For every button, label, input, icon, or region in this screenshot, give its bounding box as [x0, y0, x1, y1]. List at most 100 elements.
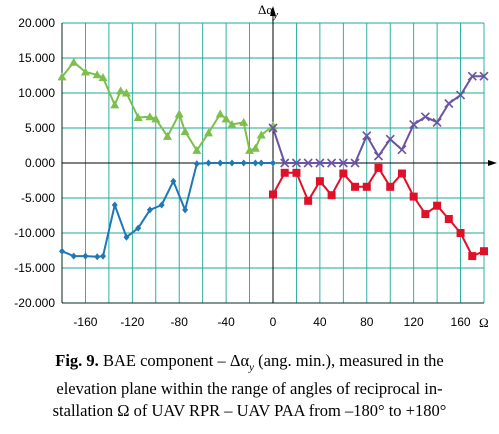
- x-marker: [385, 134, 395, 144]
- x-marker: [397, 145, 407, 155]
- square-marker: [456, 229, 465, 237]
- y-tick-label: -10.000: [14, 226, 55, 240]
- diamond-marker: [146, 206, 153, 214]
- diamond-marker: [182, 206, 189, 214]
- x-marker: [455, 90, 466, 100]
- x-tick-label: -120: [120, 315, 144, 329]
- x-marker: [327, 158, 337, 168]
- square-marker: [444, 215, 453, 223]
- figure-caption: Fig. 9. BAE component – Δαy (ang. min.),…: [0, 350, 499, 422]
- x-tick-label: 160: [451, 315, 471, 329]
- triangle-marker: [98, 73, 108, 82]
- diamond-marker: [258, 159, 265, 167]
- x-axis-arrow: [488, 160, 497, 166]
- x-marker: [432, 117, 442, 127]
- triangle-marker: [69, 57, 79, 66]
- diamond-marker: [59, 247, 65, 255]
- caption-line1-rest: (ang. min.), measured in the: [254, 351, 444, 370]
- triangle-marker: [145, 112, 155, 121]
- triangle-marker: [245, 145, 255, 154]
- x-marker: [280, 158, 290, 168]
- triangle-marker: [80, 67, 90, 76]
- square-marker: [315, 177, 324, 186]
- square-marker: [386, 182, 395, 191]
- diamond-marker: [217, 159, 224, 167]
- diamond-marker: [240, 159, 247, 167]
- y-tick-labels: 20.000 15.000 10.000 5.000 0.000 -5.000 -10.00…: [14, 16, 55, 310]
- triangle-marker: [239, 117, 249, 126]
- x-tick-labels: -160 -120 -80 -40 0 40 80 120 160: [73, 315, 470, 329]
- square-marker: [339, 169, 348, 178]
- caption-line1-text: BAE component – Δα: [98, 351, 250, 370]
- series-line-square: [272, 166, 485, 258]
- x-axis-label: Ω: [479, 315, 489, 330]
- diamond-marker: [135, 224, 142, 232]
- square-marker: [292, 168, 301, 177]
- diamond-marker: [70, 252, 77, 260]
- x-marker: [315, 158, 325, 168]
- triangle-marker: [116, 86, 126, 95]
- x-tick-label: -80: [171, 315, 189, 329]
- diamond-marker: [100, 252, 107, 260]
- square-marker: [351, 182, 360, 191]
- x-marker: [479, 71, 489, 81]
- triangle-marker: [133, 113, 143, 121]
- diamond-marker: [205, 159, 212, 167]
- triangle-marker: [174, 109, 184, 118]
- triangle-marker: [221, 114, 231, 123]
- triangle-marker: [163, 131, 172, 140]
- square-marker: [362, 182, 371, 191]
- y-tick-label: -15.000: [14, 261, 55, 275]
- caption-fig-label: Fig. 9.: [55, 351, 99, 370]
- bae-chart: 20.000 15.000 10.000 5.000 0.000 -5.000 -10.00…: [14, 2, 497, 330]
- x-marker: [268, 123, 278, 133]
- x-marker: [373, 151, 384, 161]
- diamond-marker: [82, 252, 89, 260]
- caption-line-2: elevation plane within the range of angl…: [56, 379, 443, 399]
- caption-subscript: y: [249, 361, 255, 374]
- x-tick-label: 120: [404, 315, 424, 329]
- y-tick-label: 0.000: [25, 156, 55, 170]
- triangle-marker: [268, 121, 278, 130]
- y-axis-arrow: [270, 6, 276, 16]
- triangle-marker: [110, 100, 120, 109]
- x-tick-label: -40: [217, 315, 235, 329]
- square-marker: [409, 192, 418, 201]
- diamond-marker: [270, 159, 276, 167]
- y-axis-label: Δαy: [258, 2, 278, 21]
- y-tick-label: -5.000: [21, 191, 55, 205]
- caption-line-1: Fig. 9. BAE component – Δαy (ang. min.),…: [0, 350, 499, 378]
- diamond-marker: [252, 159, 259, 167]
- square-marker: [433, 201, 442, 210]
- triangle-marker: [250, 143, 260, 152]
- x-marker: [338, 158, 348, 168]
- triangle-marker: [180, 127, 190, 135]
- diamond-marker: [170, 177, 177, 185]
- y-tick-label: 10.000: [18, 86, 55, 100]
- y-tick-label: -20.000: [14, 296, 55, 310]
- diamond-marker: [123, 233, 130, 241]
- triangle-marker: [227, 120, 237, 128]
- x-marker: [409, 119, 419, 130]
- triangle-marker: [256, 130, 266, 139]
- diamond-marker: [193, 160, 200, 168]
- chart-axes: [61, 6, 497, 304]
- x-tick-label: 0: [270, 315, 277, 329]
- square-marker: [327, 191, 336, 200]
- square-marker: [269, 190, 277, 199]
- x-marker: [350, 158, 360, 168]
- y-tick-label: 20.000: [18, 16, 55, 30]
- square-marker: [421, 210, 430, 219]
- x-marker: [420, 112, 430, 122]
- triangle-marker: [57, 72, 67, 81]
- chart-series: [57, 57, 489, 261]
- triangle-marker: [92, 70, 102, 79]
- y-tick-label: 5.000: [25, 121, 55, 135]
- diamond-marker: [111, 201, 118, 209]
- y-axis-label-subscript: y: [272, 9, 278, 21]
- y-tick-label: 15.000: [18, 51, 55, 65]
- x-tick-label: 40: [313, 315, 327, 329]
- x-tick-label: 80: [360, 315, 374, 329]
- square-marker: [397, 169, 406, 178]
- diamond-marker: [228, 159, 235, 167]
